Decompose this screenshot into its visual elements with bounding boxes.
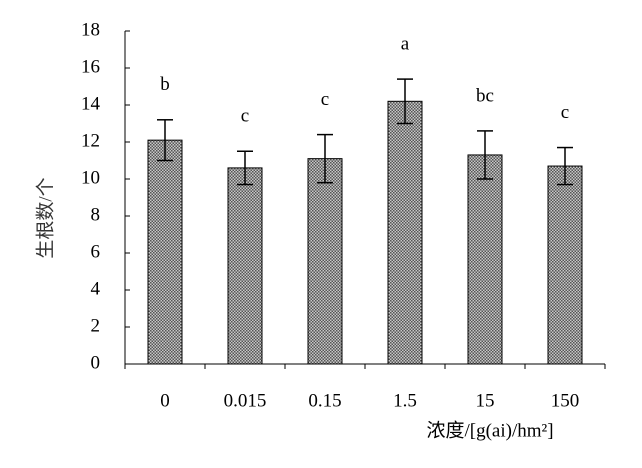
y-axis-label: 生根数/个	[34, 177, 56, 258]
significance-letter: b	[160, 74, 170, 95]
y-tick-label: 8	[91, 204, 101, 225]
significance-letter: a	[401, 33, 410, 54]
y-tick-label: 10	[81, 167, 100, 188]
significance-letter: c	[561, 102, 569, 123]
x-tick-label: 150	[551, 390, 580, 411]
y-tick-label: 14	[81, 93, 101, 114]
x-tick-label: 0.015	[224, 390, 267, 411]
bar	[147, 139, 183, 365]
y-tick-label: 2	[91, 315, 101, 336]
significance-letter: bc	[476, 85, 494, 106]
significance-letter: c	[241, 106, 249, 127]
bar	[307, 158, 343, 365]
bar	[467, 154, 503, 365]
y-tick-label: 4	[91, 278, 101, 299]
x-tick-label: 1.5	[393, 390, 417, 411]
x-tick-label: 0	[160, 390, 170, 411]
y-tick-label: 6	[91, 241, 101, 262]
y-tick-label: 12	[81, 130, 100, 151]
bar	[547, 165, 583, 365]
bar	[227, 167, 263, 365]
y-tick-label: 18	[81, 19, 100, 40]
y-tick-label: 0	[91, 352, 101, 373]
x-axis-label: 浓度/[g(ai)/hm²]	[426, 419, 553, 441]
x-tick-label: 15	[476, 390, 495, 411]
y-tick-label: 16	[81, 56, 100, 77]
bar	[387, 100, 423, 365]
x-tick-label: 0.15	[308, 390, 341, 411]
significance-letter: c	[321, 89, 329, 110]
